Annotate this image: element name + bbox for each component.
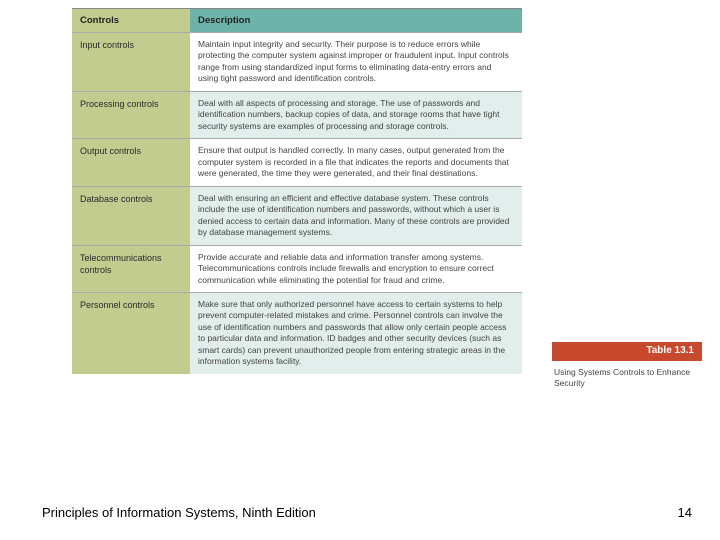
- col-header-description: Description: [190, 9, 522, 33]
- cell-control: Processing controls: [72, 91, 190, 138]
- table-row: Output controls Ensure that output is ha…: [72, 139, 522, 186]
- caption-badge: Table 13.1: [552, 342, 702, 359]
- cell-description: Maintain input integrity and security. T…: [190, 33, 522, 92]
- table-row: Input controls Maintain input integrity …: [72, 33, 522, 92]
- slide: Controls Description Input controls Main…: [0, 0, 720, 540]
- cell-description: Make sure that only authorized personnel…: [190, 292, 522, 373]
- col-header-controls: Controls: [72, 9, 190, 33]
- table-row: Processing controls Deal with all aspect…: [72, 91, 522, 138]
- controls-table: Controls Description Input controls Main…: [72, 9, 522, 374]
- cell-control: Database controls: [72, 186, 190, 245]
- cell-description: Deal with ensuring an efficient and effe…: [190, 186, 522, 245]
- cell-description: Provide accurate and reliable data and i…: [190, 245, 522, 292]
- table-row: Database controls Deal with ensuring an …: [72, 186, 522, 245]
- cell-control: Input controls: [72, 33, 190, 92]
- table-header-row: Controls Description: [72, 9, 522, 33]
- table-row: Telecommunications controls Provide accu…: [72, 245, 522, 292]
- cell-control: Telecommunications controls: [72, 245, 190, 292]
- footer-source: Principles of Information Systems, Ninth…: [42, 505, 316, 520]
- table-caption: Table 13.1 Using Systems Controls to Enh…: [552, 342, 702, 389]
- controls-table-container: Controls Description Input controls Main…: [72, 8, 522, 374]
- page-number: 14: [678, 505, 692, 520]
- cell-description: Ensure that output is handled correctly.…: [190, 139, 522, 186]
- cell-description: Deal with all aspects of processing and …: [190, 91, 522, 138]
- cell-control: Output controls: [72, 139, 190, 186]
- table-row: Personnel controls Make sure that only a…: [72, 292, 522, 373]
- cell-control: Personnel controls: [72, 292, 190, 373]
- caption-text: Using Systems Controls to Enhance Securi…: [552, 361, 702, 389]
